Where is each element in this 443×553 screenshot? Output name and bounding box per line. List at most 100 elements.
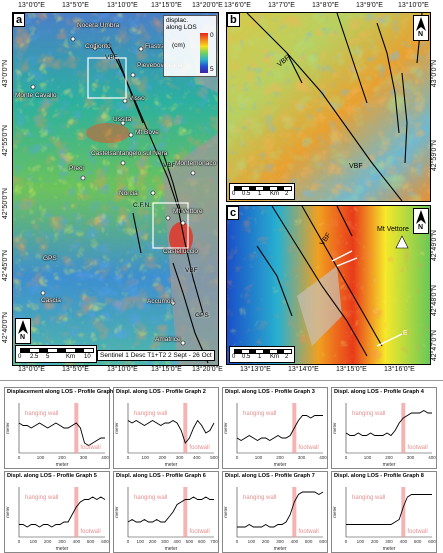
lon-tick: 13°6'0"E (224, 2, 251, 9)
town-label: Pievebovigliana (137, 62, 183, 69)
scale-label: 5 (46, 354, 50, 360)
profile-line (237, 491, 324, 528)
hanging-wall-label: hanging wall (243, 495, 276, 501)
lat-tick: 43°0'0"N (2, 60, 9, 88)
lon-tick: 13°5'0"E (62, 366, 89, 373)
profile-xtick: 200 (159, 455, 167, 460)
hanging-wall-label: hanging wall (352, 411, 385, 417)
profile-title: Displ. along LOS - Profile Graph 2 (116, 389, 206, 395)
profile-xtick: 400 (101, 455, 109, 460)
profile-xtick: 100 (137, 539, 145, 544)
profile-title: Displ. along LOS - Profile Graph 7 (225, 473, 315, 479)
lon-tick: 13°10'0"E (107, 2, 138, 9)
profile-xtick: 100 (364, 455, 372, 460)
lon-tick: 13°8'0"E (312, 2, 339, 9)
panel-b-letter: b (227, 13, 240, 27)
town-label: Norcia (119, 190, 138, 197)
scale-label: 1 (258, 191, 262, 197)
north-arrow-b: N (413, 15, 429, 41)
profile-plot: hanging wall footwall meter 0 100 200 300 400 50… (114, 403, 218, 467)
lon-tick: 13°14'0"E (288, 366, 319, 373)
profile-xlabel: meter (383, 462, 396, 467)
fault-marker (401, 487, 406, 537)
town-label: Monte Cavallo (15, 92, 57, 99)
displacement-legend: displac. along LOS (cm) 0 5 (163, 15, 217, 77)
panel-b-raster (227, 13, 430, 201)
lon-tick: 13°10'0"E (398, 2, 429, 9)
profile-plot: hanging wall footwall meter 0 100 200 300 400 50… (332, 487, 436, 551)
scale-label: 10 (84, 354, 91, 360)
profile-xtick: 0 (127, 539, 130, 544)
scale-label: 2 (285, 354, 289, 360)
profile-xtick: 0 (236, 455, 239, 460)
fault-label: E (403, 330, 408, 337)
profile-xtick: 400 (173, 539, 181, 544)
panel-c-raster (227, 206, 430, 364)
fault-marker (401, 403, 406, 453)
panel-a-letter: a (13, 13, 26, 27)
scale-label: Km (66, 354, 75, 360)
profile-line (236, 415, 323, 442)
town-label: Mt Vettore (173, 208, 203, 215)
profile-graph: Displ. along LOS - Profile Graph 3 hangin… (222, 387, 328, 469)
north-arrow-icon (18, 320, 28, 334)
lon-tick: 13°15'0"E (336, 366, 367, 373)
hanging-wall-label: hanging wall (243, 411, 276, 417)
fault-label: VBF (163, 162, 176, 169)
north-arrow-icon (416, 210, 426, 224)
profile-xtick: 600 (428, 539, 436, 544)
legend-title-1: displac. (166, 17, 189, 24)
scale-label: 2 (285, 191, 289, 197)
profile-graph: Displ. along LOS - Profile Graph 4 hangin… (331, 387, 437, 469)
profile-graph: Displ. along LOS - Profile Graph 7 hangin… (222, 471, 328, 553)
hanging-wall-label: hanging wall (25, 495, 58, 501)
lon-tick: 13°15'0"E (151, 2, 182, 9)
profile-xtick: 400 (428, 455, 436, 460)
fault-label: VBF (105, 54, 118, 61)
profile-xtick: 600 (319, 539, 327, 544)
profile-xtick: 100 (248, 539, 256, 544)
legend-title-2: along LOS (166, 24, 197, 31)
lat-tick: 42°40'0"N (2, 312, 9, 344)
profile-line (346, 494, 432, 525)
profile-xlabel: meter (165, 546, 178, 551)
profile-xtick: 0 (345, 455, 348, 460)
lat-tick: 42°45'0"N (2, 250, 9, 282)
town-label: Castelsantangelo sul Nera (91, 150, 168, 157)
profile-line (127, 419, 215, 444)
profile-line (18, 422, 105, 447)
profile-xtick: 300 (298, 455, 306, 460)
town-label: Visso (129, 95, 145, 102)
profile-xtick: 100 (357, 539, 365, 544)
profile-graph: Displ. along LOS - Profile Graph 5 hangin… (4, 471, 110, 553)
scale-label: Km (270, 354, 279, 360)
profile-ylabel: meter (5, 422, 10, 434)
profile-xtick: 400 (291, 539, 299, 544)
profile-xtick: 400 (193, 455, 201, 460)
town-label: Amatrice (155, 336, 181, 343)
profile-xtick: 400 (73, 539, 81, 544)
profile-ylabel: meter (114, 422, 119, 434)
scale-label: 0 (18, 354, 22, 360)
lat-tick: 42°59'0"N (431, 140, 438, 172)
profile-xtick: 300 (385, 539, 393, 544)
profile-plot: hanging wall footwall meter 0 100 200 300 400 me… (223, 403, 327, 467)
fault-label: VBF (349, 163, 363, 170)
scale-label: 0.5 (242, 354, 251, 360)
panel-c-map: c Mt Vettore VBF E N 0 0.5 1 Km 2 (226, 205, 431, 365)
fault-marker (74, 403, 79, 453)
fault-label: VBF (185, 267, 198, 274)
profile-ylabel: meter (114, 506, 119, 518)
profile-xtick: 500 (414, 539, 422, 544)
profile-plot: hanging wall footwall meter 0 100 200 300 400 50… (5, 487, 109, 551)
lon-tick: 13°16'0"E (384, 366, 415, 373)
hanging-wall-label: hanging wall (134, 411, 167, 417)
town-label: Nocera Umbra (77, 22, 120, 29)
panel-a-map: a Nocera Umbra Colfiorito Fiastra Pieveb… (12, 12, 219, 366)
lon-tick: 13°7'0"E (268, 2, 295, 9)
north-label: N (418, 31, 424, 38)
fault-marker (183, 403, 188, 453)
scale-label: 2.5 (30, 354, 39, 360)
hanging-wall-label: hanging wall (25, 411, 58, 417)
profile-xtick: 300 (161, 539, 169, 544)
